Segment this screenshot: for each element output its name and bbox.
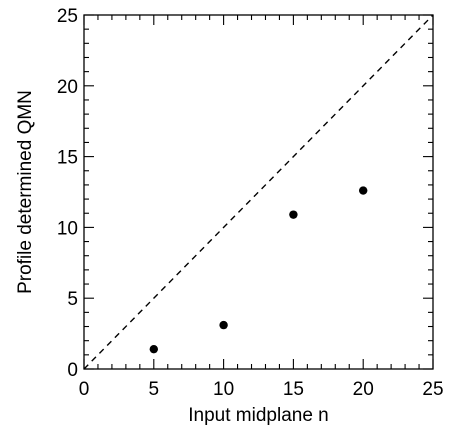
y-tick-label: 25 bbox=[57, 6, 78, 27]
data-points bbox=[149, 186, 368, 354]
y-axis-label: Profile determined QMN bbox=[15, 90, 36, 294]
data-point bbox=[149, 344, 158, 354]
x-tick-label: 25 bbox=[422, 379, 443, 400]
data-point bbox=[359, 186, 368, 195]
y-tick-label: 5 bbox=[67, 289, 78, 310]
x-tick-label: 10 bbox=[213, 379, 234, 400]
y-tick-label: 10 bbox=[57, 218, 78, 239]
y-tick-label: 0 bbox=[67, 360, 78, 381]
y-tick-label: 15 bbox=[57, 148, 78, 169]
x-tick-labels: 0 5 10 15 20 25 bbox=[79, 379, 444, 400]
y-tick-labels: 0 5 10 15 20 25 bbox=[57, 6, 78, 381]
y-tick-label: 20 bbox=[57, 77, 78, 98]
x-tick-label: 15 bbox=[283, 379, 304, 400]
reference-line-y-equals-x bbox=[83, 14, 434, 370]
x-tick-label: 0 bbox=[79, 379, 90, 400]
x-tick-label: 5 bbox=[149, 379, 160, 400]
data-point bbox=[219, 320, 228, 330]
x-tick-label: 20 bbox=[353, 379, 374, 400]
data-point bbox=[289, 210, 298, 219]
axis-ticks bbox=[83, 14, 434, 370]
plot-frame bbox=[83, 14, 434, 370]
x-axis-label: Input midplane n bbox=[188, 405, 329, 426]
